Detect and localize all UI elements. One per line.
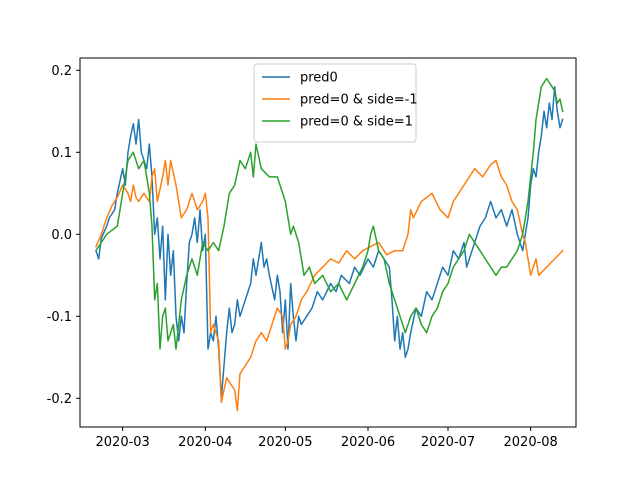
y-tick-label: 0.2 <box>51 64 72 79</box>
y-tick-label: 0.0 <box>51 228 72 243</box>
series-line-1 <box>95 159 564 412</box>
y-axis: -0.2 -0.1 0.0 0.1 0.2 <box>47 64 80 407</box>
x-tick-label: 2020-06 <box>341 435 395 450</box>
plot-area <box>94 77 564 412</box>
legend: pred0 pred=0 & side=-1 pred=0 & side=1 <box>253 63 418 143</box>
legend-label-1: pred=0 & side=-1 <box>300 93 418 108</box>
x-tick-label: 2020-04 <box>178 435 232 450</box>
y-tick-label: -0.1 <box>47 310 72 325</box>
x-tick-label: 2020-08 <box>504 435 558 450</box>
axes-frame <box>79 57 577 428</box>
legend-label-0: pred0 <box>300 71 338 86</box>
x-tick-label: 2020-07 <box>421 435 475 450</box>
series-line-0 <box>95 85 564 400</box>
series-line-2 <box>94 77 564 350</box>
legend-box <box>253 63 417 143</box>
x-axis: 2020-03 2020-04 2020-05 2020-06 2020-07 2020-… <box>96 427 558 450</box>
y-tick-label: 0.1 <box>51 146 72 161</box>
x-tick-label: 2020-05 <box>258 435 312 450</box>
x-tick-label: 2020-03 <box>96 435 150 450</box>
y-tick-label: -0.2 <box>47 392 72 407</box>
legend-label-2: pred=0 & side=1 <box>300 115 413 130</box>
